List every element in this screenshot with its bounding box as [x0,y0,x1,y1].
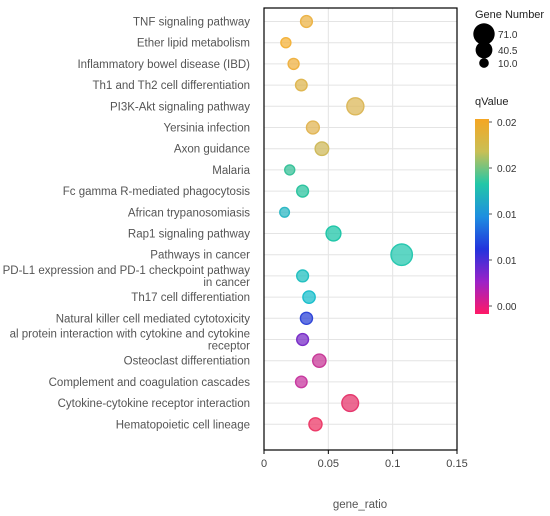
category-label: Th1 and Th2 cell differentiation [93,80,251,92]
data-point [305,120,321,135]
data-point [311,353,327,369]
data-point [302,290,316,304]
data-point [280,37,292,49]
data-point [284,164,296,176]
category-label: Fc gamma R-mediated phagocytosis [63,186,251,198]
category-label: Th17 cell differentiation [131,292,250,304]
category-labels: TNF signaling pathway Ether lipid metabol… [3,17,251,432]
size-legend-title: Gene Number [475,9,544,21]
category-label: PI3K-Akt signaling pathway [110,101,250,113]
x-tick-label: 0.15 [446,458,467,470]
color-legend-title: qValue [475,96,508,108]
x-axis-title: gene_ratio [333,499,387,511]
color-legend-tick-label: 0.02 [497,118,517,129]
category-label: Axon guidance [174,144,250,156]
plot-frame [263,7,458,451]
color-legend-tick-label: 0.01 [497,256,517,267]
size-legend-circle [473,23,495,45]
category-label: Hematopoietic cell lineage [116,419,250,431]
data-point [308,417,323,432]
category-label: Malaria [212,165,250,177]
category-label: Rap1 signaling pathway [128,229,250,241]
data-point [294,375,308,389]
data-point [294,78,308,92]
category-label: TNF signaling pathway [133,17,250,29]
category-label: Pathways in cancer [150,250,250,262]
category-label: Ether lipid metabolism [137,38,250,50]
category-label: Yersinia infection [163,123,250,135]
data-point [296,269,310,283]
size-legend-circle [479,58,489,68]
data-point [296,332,310,347]
data-point [296,184,310,198]
x-axis-ticks: 0 0.05 0.1 0.15 [261,450,468,470]
data-point [299,14,314,29]
x-tick-label: 0.05 [318,458,339,470]
x-tick-label: 0 [261,458,267,470]
color-legend-tick-label: 0.01 [497,210,517,221]
category-label: al protein interaction with cytokine and… [10,329,251,353]
category-label: Osteoclast differentiation [124,356,250,368]
category-label: African trypanosomiasis [128,207,250,219]
category-label: PD-L1 expression and PD-1 checkpoint pat… [3,265,251,289]
category-label: Cytokine-cytokine receptor interaction [58,398,250,410]
category-label: Natural killer cell mediated cytotoxicit… [56,313,251,325]
data-point [314,141,330,157]
color-legend-tick-label: 0.00 [497,302,517,313]
grid-lines [263,8,458,450]
category-label: Complement and coagulation cascades [49,377,251,389]
size-legend-circle [475,41,493,59]
x-tick-label: 0.1 [385,458,400,470]
data-point [346,97,365,116]
data-point [299,311,314,326]
data-point [287,57,300,71]
color-legend-gradient-bar [475,119,489,314]
size-legend-label: 71.0 [498,30,518,41]
category-label: Inflammatory bowel disease (IBD) [77,59,250,71]
color-legend: qValue 0.02 0.02 0.01 0.01 0.00 [475,96,517,314]
data-points [279,14,414,432]
data-point [325,225,342,242]
data-point [390,243,414,267]
size-legend-label: 10.0 [498,59,518,70]
data-point [279,206,291,218]
size-legend-label: 40.5 [498,46,518,57]
data-point [341,394,360,413]
size-legend: Gene Number 71.0 40.5 10.0 [473,9,544,70]
color-legend-tick-label: 0.02 [497,164,517,175]
